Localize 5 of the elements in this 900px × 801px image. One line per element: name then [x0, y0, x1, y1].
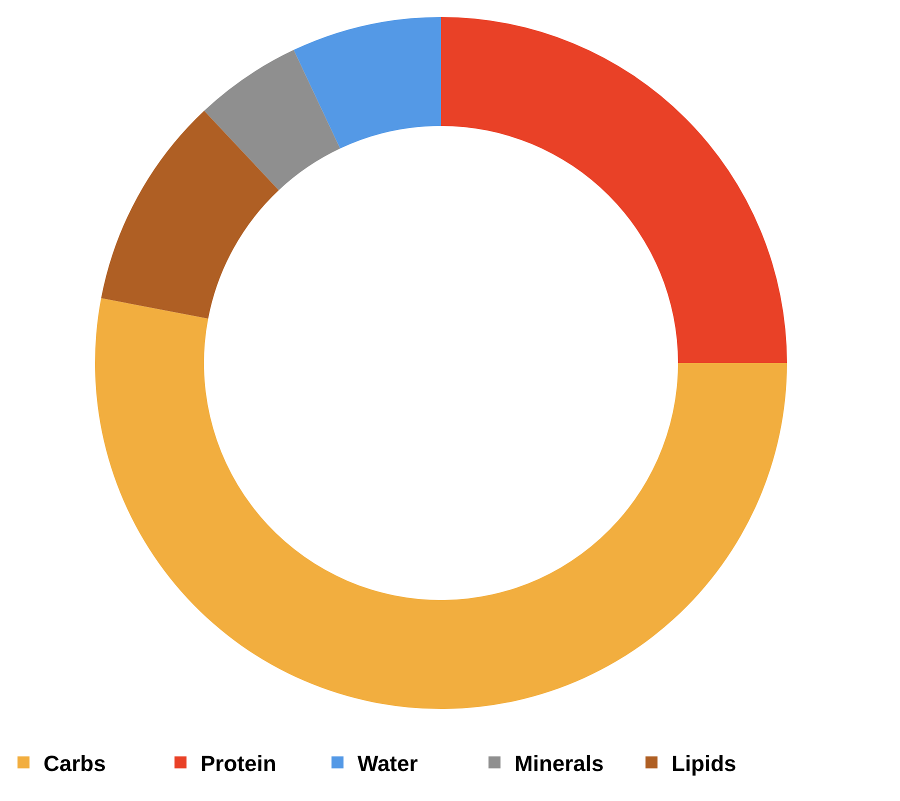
- legend-label: Lipids: [672, 750, 736, 776]
- legend-label: Protein: [200, 750, 276, 776]
- legend-label: Minerals: [514, 750, 604, 776]
- legend-label: Carbs: [44, 750, 106, 776]
- legend-label: Water: [358, 750, 418, 776]
